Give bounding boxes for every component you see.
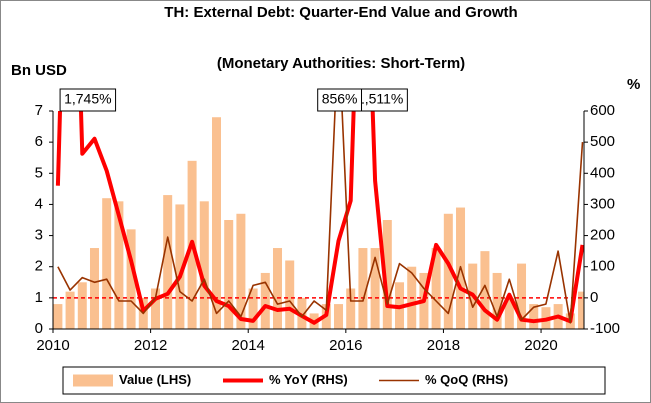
value-label: 1,511%: [357, 91, 403, 107]
y-axis-label: Bn USD: [11, 62, 67, 79]
legend-swatch: [73, 374, 113, 387]
bar: [65, 291, 75, 329]
y2-tick-label: 300: [590, 195, 615, 212]
value-label: 856%: [322, 91, 358, 107]
bar: [382, 220, 392, 329]
bar: [529, 304, 539, 329]
value-label-group: 1,745%: [59, 88, 117, 112]
value-label-box: [317, 88, 363, 112]
value-label-group: 1,511%: [352, 88, 408, 112]
x-tick-label: 2012: [134, 337, 167, 354]
y-tick-label: 5: [35, 164, 43, 181]
chart-subtitle: (Monetary Authorities: Short-Term): [216, 55, 466, 72]
bar: [492, 272, 502, 329]
y-tick-label: 3: [35, 227, 43, 244]
x-tick-label: 2020: [524, 337, 557, 354]
y2-axis-label: %: [627, 76, 640, 93]
y-tick-label: 6: [35, 133, 43, 150]
chart-title: TH: External Debt: Quarter-End Value and…: [164, 4, 518, 21]
bar: [175, 204, 185, 329]
value-label-group: 856%: [317, 88, 363, 112]
bar: [199, 201, 209, 329]
bar: [260, 272, 270, 329]
bar: [346, 288, 356, 329]
y-tick-label: 0: [35, 320, 43, 337]
bar: [150, 288, 160, 329]
y2-tick-label: 600: [590, 102, 615, 119]
bar: [578, 291, 584, 329]
bar: [480, 251, 490, 329]
bar: [163, 195, 173, 329]
bar: [334, 304, 344, 329]
legend-label: Value (LHS): [119, 372, 191, 387]
bar: [126, 229, 136, 329]
bar: [504, 297, 514, 329]
legend-label: % YoY (RHS): [269, 372, 348, 387]
bar: [53, 304, 63, 329]
bar: [211, 117, 221, 329]
legend-box: [62, 366, 606, 395]
series-line: [55, 111, 584, 325]
y2-tick-label: 200: [590, 227, 615, 244]
bar: [273, 248, 283, 329]
bar: [358, 248, 368, 329]
bar: [370, 248, 380, 329]
x-tick-label: 2010: [36, 337, 69, 354]
legend-label: % QoQ (RHS): [425, 372, 508, 387]
bar: [114, 201, 124, 329]
y-tick-label: 2: [35, 258, 43, 275]
y2-tick-label: -100: [590, 320, 620, 337]
y-tick-label: 4: [35, 195, 43, 212]
plot-area: [53, 111, 584, 329]
bar: [224, 220, 234, 329]
bar: [236, 213, 246, 329]
y2-tick-label: 100: [590, 258, 615, 275]
bar: [297, 297, 307, 329]
y2-tick-label: 400: [590, 164, 615, 181]
x-tick-label: 2014: [232, 337, 265, 354]
value-label-box: [59, 88, 117, 112]
y-tick-label: 7: [35, 102, 43, 119]
y-tick-label: 1: [35, 289, 43, 306]
bar: [285, 260, 295, 329]
value-label: 1,745%: [64, 91, 111, 107]
bar: [248, 288, 258, 329]
x-tick-label: 2016: [329, 337, 362, 354]
y2-tick-label: 500: [590, 133, 615, 150]
bar: [77, 282, 87, 329]
y2-tick-label: 0: [590, 289, 598, 306]
bar: [431, 248, 441, 329]
x-tick-label: 2018: [427, 337, 460, 354]
bar: [517, 263, 527, 329]
bar: [102, 198, 112, 329]
bar: [89, 248, 99, 329]
bar: [443, 213, 453, 329]
series-line: [57, 111, 584, 324]
